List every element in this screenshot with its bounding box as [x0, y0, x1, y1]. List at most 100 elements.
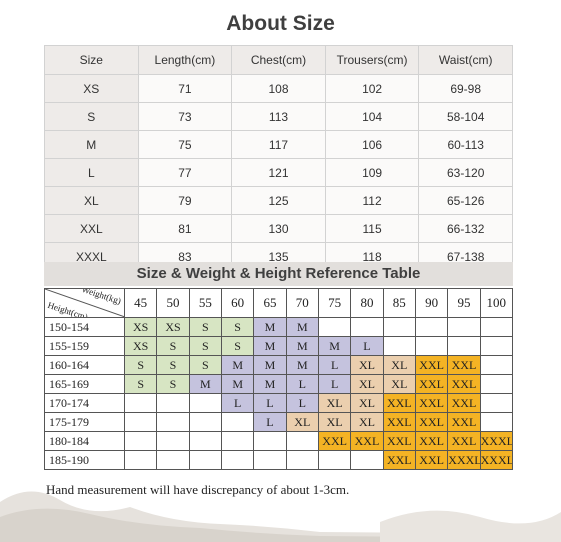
size-recommendation-cell: S [156, 336, 190, 356]
size-recommendation-cell [123, 431, 158, 451]
size-recommendation-cell: XXXL [447, 450, 481, 470]
size-label-cell: L [44, 158, 139, 187]
weight-header-cell: 60 [220, 288, 255, 318]
weight-header-cell: 75 [317, 288, 352, 318]
size-recommendation-cell: L [350, 336, 384, 356]
size-recommendation-cell [350, 317, 384, 337]
height-label-cell: 180-184 [44, 431, 125, 451]
weight-header-cell: 90 [414, 288, 449, 318]
header-cell: Length(cm) [137, 45, 233, 75]
height-label-cell: 155-159 [44, 336, 125, 356]
size-recommendation-cell: XXL [382, 412, 416, 432]
size-recommendation-cell [188, 412, 222, 432]
size-value-cell: 109 [324, 158, 420, 187]
size-recommendation-cell: XXXL [479, 431, 514, 451]
size-recommendation-cell: M [253, 374, 287, 394]
size-value-cell: 69-98 [418, 74, 513, 103]
size-recommendation-cell: XXL [414, 412, 449, 432]
size-value-cell: 79 [137, 186, 233, 215]
size-value-cell: 73 [137, 102, 233, 131]
weight-header-cell: 45 [123, 288, 158, 318]
weight-header-cell: 70 [285, 288, 319, 318]
size-recommendation-cell [317, 317, 352, 337]
size-recommendation-cell: XXXL [479, 450, 514, 470]
size-recommendation-cell: XL [317, 393, 352, 413]
height-row: 160-164 S S S M M M L XL XL XXL XXL [44, 355, 514, 375]
size-recommendation-cell: L [285, 393, 319, 413]
weight-header-cell: 100 [479, 288, 514, 318]
size-label-cell: S [44, 102, 139, 131]
size-table-header: Size Length(cm) Chest(cm) Trousers(cm) W… [44, 45, 513, 75]
size-recommendation-cell [414, 336, 449, 356]
size-recommendation-cell [479, 317, 514, 337]
size-recommendation-cell: S [123, 374, 158, 394]
page-title: About Size [226, 12, 335, 35]
size-recommendation-cell: S [220, 336, 255, 356]
size-recommendation-cell [123, 393, 158, 413]
size-recommendation-cell [123, 450, 158, 470]
size-recommendation-cell: XL [317, 412, 352, 432]
size-recommendation-cell: XL [285, 412, 319, 432]
size-recommendation-cell [414, 317, 449, 337]
size-recommendation-cell [253, 431, 287, 451]
size-recommendation-cell: S [156, 374, 190, 394]
size-recommendation-cell: L [220, 393, 255, 413]
size-recommendation-cell [188, 431, 222, 451]
header-cell: Waist(cm) [418, 45, 513, 75]
size-recommendation-cell: L [317, 374, 352, 394]
size-value-cell: 125 [231, 186, 326, 215]
size-recommendation-cell: XXL [350, 431, 384, 451]
size-label-cell: XL [44, 186, 139, 215]
size-value-cell: 108 [231, 74, 326, 103]
size-recommendation-cell: XL [382, 374, 416, 394]
size-recommendation-cell: XL [350, 355, 384, 375]
weight-header-cell: 95 [447, 288, 481, 318]
size-recommendation-cell [382, 336, 416, 356]
height-row: 170-174 L L L XL XL XXL XXL XXL [44, 393, 514, 413]
height-row: 175-179 L XL XL XL XXL XXL XXL [44, 412, 514, 432]
size-value-cell: 81 [137, 214, 233, 243]
size-recommendation-cell: XL [350, 393, 384, 413]
size-value-cell: 112 [324, 186, 420, 215]
size-recommendation-cell: M [285, 317, 319, 337]
size-recommendation-cell: M [317, 336, 352, 356]
size-recommendation-cell: L [253, 393, 287, 413]
height-label-cell: 175-179 [44, 412, 125, 432]
size-recommendation-cell [123, 412, 158, 432]
size-recommendation-cell [447, 317, 481, 337]
size-recommendation-cell [220, 412, 255, 432]
size-recommendation-cell: S [123, 355, 158, 375]
size-recommendation-cell [382, 317, 416, 337]
size-recommendation-cell: M [188, 374, 222, 394]
weight-header-row: Weight(kg) Height(cm) 45 50 55 60 65 70 75 80 85… [44, 288, 514, 318]
height-label-cell: 165-169 [44, 374, 125, 394]
height-label-cell: 160-164 [44, 355, 125, 375]
size-recommendation-cell: S [188, 317, 222, 337]
size-recommendation-cell: M [253, 355, 287, 375]
weight-header-cell: 50 [156, 288, 190, 318]
size-recommendation-cell [188, 450, 222, 470]
size-value-cell: 106 [324, 130, 420, 159]
size-recommendation-cell [188, 393, 222, 413]
size-value-cell: 121 [231, 158, 326, 187]
size-recommendation-cell: XXL [317, 431, 352, 451]
size-table: Size Length(cm) Chest(cm) Trousers(cm) W… [44, 45, 513, 271]
size-recommendation-cell: XL [350, 412, 384, 432]
size-value-cell: 60-113 [418, 130, 513, 159]
measurement-note: Hand measurement will have discrepancy o… [46, 482, 350, 497]
height-label-cell: 150-154 [44, 317, 125, 337]
size-recommendation-cell: XS [123, 336, 158, 356]
size-recommendation-cell [285, 450, 319, 470]
size-value-cell: 66-132 [418, 214, 513, 243]
size-row: XXL 81 130 115 66-132 [44, 214, 513, 243]
size-recommendation-cell [479, 412, 514, 432]
size-recommendation-cell [156, 412, 190, 432]
size-recommendation-cell [220, 431, 255, 451]
size-recommendation-cell: XXL [447, 374, 481, 394]
size-row: XS 71 108 102 69-98 [44, 74, 513, 103]
weight-header-cell: 80 [350, 288, 384, 318]
size-recommendation-cell [447, 336, 481, 356]
size-recommendation-cell [156, 393, 190, 413]
size-recommendation-cell: XXL [447, 393, 481, 413]
size-recommendation-cell [253, 450, 287, 470]
